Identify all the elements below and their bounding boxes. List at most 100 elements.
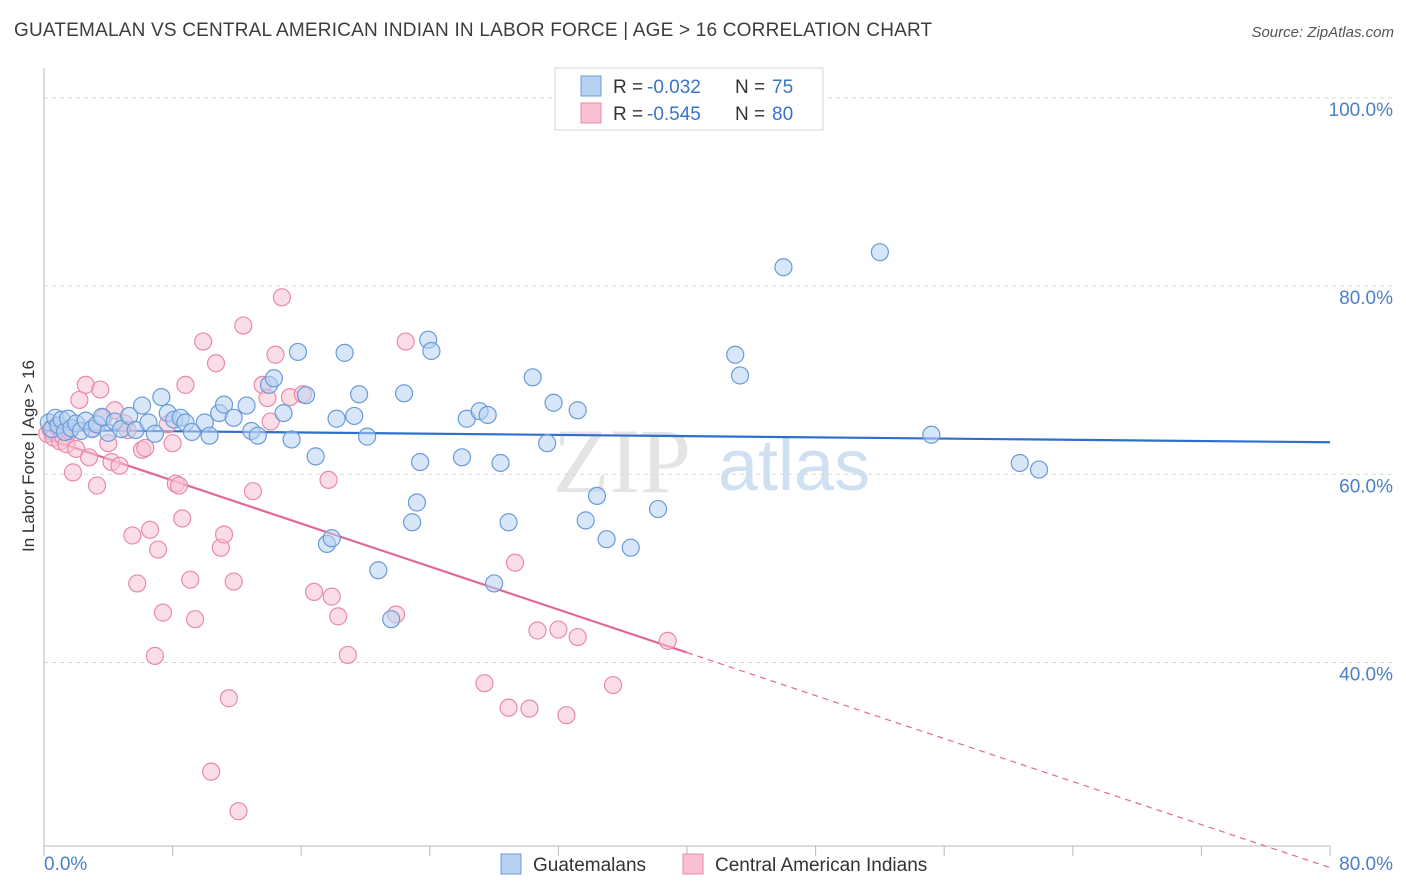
guatemalan-point-31 [214, 395, 234, 414]
central-american-indian-point-52 [266, 345, 285, 364]
central-american-indian-point-71 [603, 675, 623, 695]
central-american-indian-point-46 [229, 802, 248, 821]
guatemalan-point-80 [1029, 460, 1049, 479]
guatemalan-point-52 [394, 384, 414, 403]
central-american-indian-point-28 [145, 646, 165, 665]
top-legend: R = -0.032 N = 75 R = -0.545 N = 80 [554, 67, 824, 131]
central-american-indian-point-23 [123, 526, 142, 545]
guatemalan-point-65 [523, 368, 542, 387]
central-american-indian-point-59 [329, 607, 348, 626]
guatemalan-point-51 [382, 610, 401, 629]
guatemalan-point-79 [1010, 453, 1029, 473]
guatemalan-point-40 [288, 342, 308, 362]
guatemalan-point-50 [369, 561, 388, 580]
central-american-indian-point-45 [224, 572, 243, 591]
guatemalan-point-53 [403, 513, 422, 532]
central-american-indian-point-35 [173, 509, 192, 528]
watermark-atlas: atlas [718, 426, 870, 506]
tick-labels: 100.0% 80.0% 60.0% 40.0% 0.0% 80.0% [44, 100, 1393, 875]
legend-r-value-2: -0.545 [647, 104, 701, 125]
bottom-legend-label-guatemalans: Guatemalans [533, 855, 646, 876]
legend-r-value-1: -0.032 [647, 77, 701, 98]
axes [43, 68, 1331, 856]
central-american-indian-point-26 [136, 438, 155, 458]
guatemalan-point-75 [730, 366, 750, 385]
central-american-indian-point-65 [505, 553, 525, 572]
guatemalan-point-49 [358, 427, 377, 446]
central-american-indian-trendline [43, 436, 688, 654]
central-american-indian-point-40 [202, 762, 221, 781]
central-american-indian-point-14 [87, 476, 107, 495]
bottom-legend: Guatemalans Central American Indians [500, 853, 927, 876]
legend-swatch-central-american-indians [580, 102, 602, 124]
y-axis-label: In Labor Force | Age > 16 [19, 360, 38, 552]
guatemalan-point-37 [264, 369, 283, 388]
watermark-zip: ZIP [553, 410, 691, 512]
guatemalan-point-35 [248, 426, 267, 445]
legend-n-label-2: N = [735, 104, 765, 125]
guatemalan-point-58 [452, 448, 472, 467]
central-american-indian-point-70 [568, 627, 587, 647]
guatemalan-point-54 [407, 493, 427, 512]
guatemalan-point-69 [576, 511, 595, 530]
central-american-indian-point-43 [214, 525, 234, 544]
guatemalan-point-44 [322, 529, 341, 548]
central-american-indian-point-68 [549, 620, 568, 639]
guatemalan-point-45 [327, 409, 346, 428]
legend-n-value-1: 75 [772, 77, 793, 98]
legend-r-label-1: R = [613, 77, 643, 98]
guatemalan-point-64 [499, 513, 518, 532]
y-tick-label-2: 60.0% [1339, 476, 1393, 497]
legend-r-label-2: R = [613, 104, 643, 125]
y-tick-label-1: 80.0% [1339, 288, 1393, 309]
central-american-indian-point-53 [272, 288, 292, 307]
guatemalan-point-32 [224, 408, 243, 427]
central-american-indian-point-24 [128, 574, 147, 593]
central-american-indian-point-44 [219, 689, 238, 708]
guatemalan-point-29 [200, 426, 219, 445]
legend-swatch-guatemalans [580, 75, 602, 97]
central-american-indian-point-29 [149, 540, 168, 559]
central-american-indian-point-30 [153, 603, 173, 622]
guatemalan-point-61 [478, 405, 497, 425]
guatemalan-point-47 [345, 406, 364, 426]
guatemalan-point-68 [568, 401, 587, 420]
central-american-indian-point-32 [163, 434, 182, 453]
guatemalan-point-67 [544, 393, 563, 412]
central-american-indian-point-20 [110, 456, 129, 475]
chart-source: Source: ZipAtlas.com [1251, 24, 1394, 41]
guatemalan-point-72 [621, 538, 640, 557]
guatemalan-point-22 [152, 387, 171, 407]
guatemalan-point-57 [422, 341, 441, 361]
guatemalan-point-74 [726, 345, 745, 364]
guatemalan-point-63 [491, 453, 510, 473]
central-american-indian-point-41 [206, 354, 226, 373]
guatemalan-point-71 [597, 530, 616, 549]
guatemalan-point-78 [922, 425, 941, 444]
guatemalan-point-27 [182, 422, 201, 442]
x-tick-label-1: 80.0% [1339, 854, 1393, 875]
guatemalan-point-39 [282, 430, 301, 449]
guatemalan-point-41 [296, 386, 316, 405]
central-american-indian-trendline-extension [686, 652, 1331, 869]
guatemalan-point-73 [648, 499, 668, 519]
central-american-indian-point-34 [169, 476, 189, 495]
bottom-legend-swatch-guatemalans [500, 853, 522, 875]
guatemalan-point-55 [411, 452, 430, 472]
central-american-indian-point-56 [304, 582, 324, 602]
central-american-indian-point-58 [322, 587, 341, 606]
y-tick-label-3: 40.0% [1339, 664, 1393, 685]
central-american-indian-point-57 [319, 470, 338, 490]
central-american-indian-point-64 [499, 698, 518, 717]
guatemalan-point-38 [274, 403, 293, 423]
bottom-legend-swatch-central-american-indians [682, 853, 704, 875]
bottom-legend-label-central-american-indians: Central American Indians [715, 855, 927, 876]
guatemalan-point-46 [335, 343, 354, 362]
central-american-indian-point-63 [475, 674, 494, 693]
legend-n-label-1: N = [735, 77, 765, 98]
chart-title: GUATEMALAN VS CENTRAL AMERICAN INDIAN IN… [14, 20, 933, 41]
guatemalan-point-66 [538, 434, 557, 453]
central-american-indian-point-37 [181, 570, 200, 589]
central-american-indian-point-67 [528, 621, 547, 640]
